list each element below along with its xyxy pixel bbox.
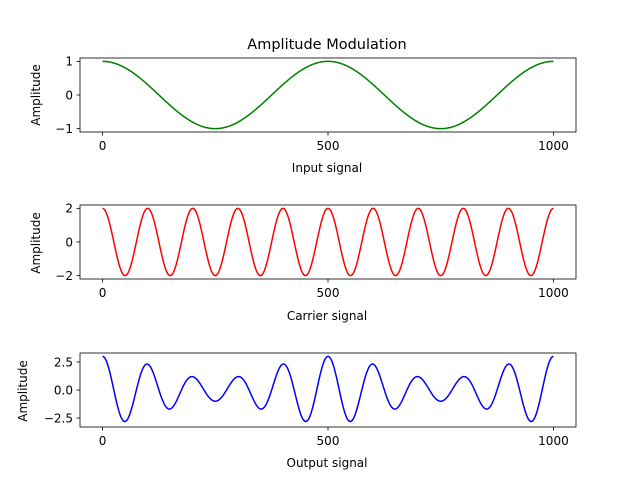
subplot-carrier-signal: Amplitude Carrier signal 0 500 1000 2 0 −2 bbox=[29, 202, 577, 323]
y-tick-label: 0.0 bbox=[54, 383, 73, 397]
y-tick-label: −1 bbox=[55, 122, 73, 136]
y-tick-label: 0 bbox=[65, 235, 73, 249]
x-tick-label: 500 bbox=[317, 139, 340, 153]
series-line bbox=[102, 355, 554, 423]
x-tick-label: 1000 bbox=[538, 434, 569, 448]
x-tick-label: 500 bbox=[317, 286, 340, 300]
x-tick-label: 0 bbox=[99, 139, 107, 153]
subplot-input-signal: Amplitude Modulation Amplitude Input sig… bbox=[29, 37, 577, 175]
y-tick-label: 2.5 bbox=[54, 355, 73, 369]
x-tick-label: 1000 bbox=[538, 139, 569, 153]
x-axis-label: Input signal bbox=[292, 161, 362, 175]
x-tick-label: 500 bbox=[317, 434, 340, 448]
y-axis-label: Amplitude bbox=[29, 64, 43, 126]
x-tick-label: 0 bbox=[99, 434, 107, 448]
y-tick-label: 2 bbox=[65, 202, 73, 216]
y-tick-label: −2.5 bbox=[44, 411, 73, 425]
y-tick-label: −2 bbox=[55, 269, 73, 283]
y-axis-label: Amplitude bbox=[29, 212, 43, 274]
chart-title: Amplitude Modulation bbox=[247, 37, 406, 53]
x-axis-label: Carrier signal bbox=[287, 309, 367, 323]
subplot-output-signal: Amplitude Output signal 0 500 1000 2.5 0.0 −2… bbox=[16, 352, 577, 470]
x-tick-label: 0 bbox=[99, 286, 107, 300]
series-line bbox=[102, 207, 554, 277]
y-axis-label: Amplitude bbox=[16, 360, 30, 422]
x-axis-label: Output signal bbox=[287, 456, 368, 470]
y-tick-label: 0 bbox=[65, 88, 73, 102]
y-tick-label: 1 bbox=[65, 55, 73, 69]
x-tick-label: 1000 bbox=[538, 286, 569, 300]
series-line bbox=[102, 60, 554, 130]
